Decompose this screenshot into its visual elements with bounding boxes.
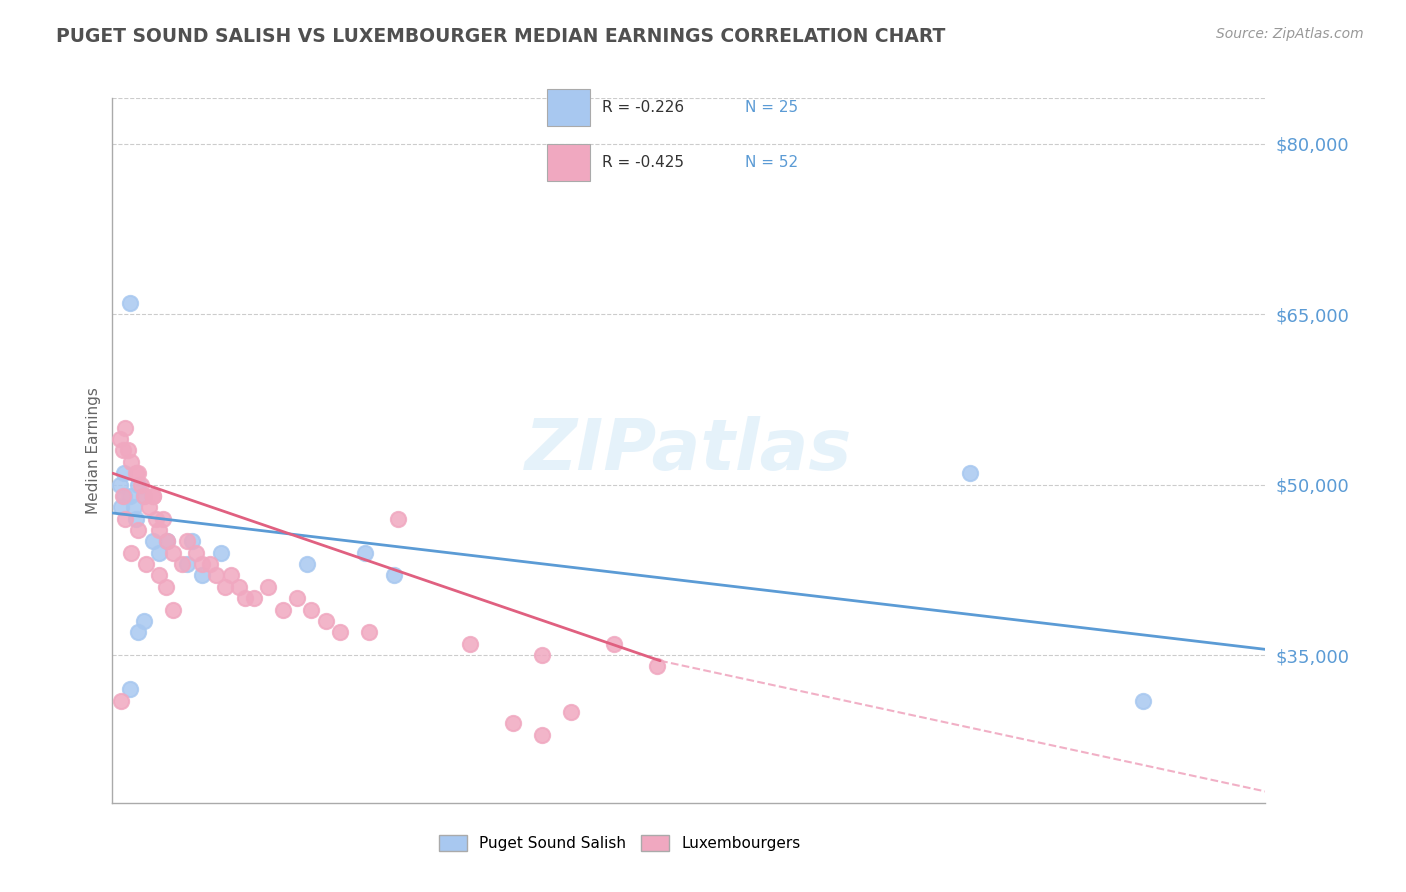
Point: [271, 602, 294, 616]
Point: [180, 534, 202, 549]
Point: [127, 466, 149, 480]
Point: [176, 557, 198, 571]
Point: [112, 489, 135, 503]
Point: [114, 511, 136, 525]
Point: [120, 455, 142, 469]
Point: [142, 489, 165, 503]
Text: N = 52: N = 52: [745, 155, 797, 170]
Point: [142, 534, 165, 549]
Point: [959, 466, 981, 480]
Point: [357, 625, 380, 640]
Point: [315, 614, 337, 628]
Point: [329, 625, 352, 640]
Text: Source: ZipAtlas.com: Source: ZipAtlas.com: [1216, 27, 1364, 41]
Point: [176, 534, 198, 549]
Point: [111, 489, 134, 503]
Point: [219, 568, 242, 582]
Point: [184, 546, 207, 560]
Point: [645, 659, 668, 673]
Point: [353, 546, 375, 560]
Point: [530, 648, 553, 662]
Point: [108, 432, 131, 446]
Point: [530, 728, 553, 742]
Point: [134, 489, 156, 503]
Point: [603, 637, 626, 651]
Point: [111, 443, 134, 458]
Point: [200, 557, 222, 571]
Point: [295, 557, 318, 571]
Point: [110, 693, 132, 707]
Point: [162, 602, 184, 616]
Point: [127, 523, 149, 537]
Point: [124, 466, 146, 480]
Point: [458, 637, 481, 651]
Point: [129, 477, 153, 491]
Point: [214, 580, 236, 594]
Text: R = -0.226: R = -0.226: [602, 100, 685, 115]
Bar: [547, 89, 591, 127]
Point: [134, 489, 156, 503]
Point: [257, 580, 280, 594]
Point: [127, 477, 149, 491]
Legend: Puget Sound Salish, Luxembourgers: Puget Sound Salish, Luxembourgers: [432, 827, 808, 859]
Point: [134, 614, 156, 628]
Point: [148, 568, 170, 582]
Point: [148, 523, 170, 537]
Point: [152, 511, 174, 525]
Point: [114, 421, 136, 435]
Y-axis label: Median Earnings: Median Earnings: [86, 387, 101, 514]
Bar: [547, 144, 591, 181]
Point: [205, 568, 228, 582]
Point: [110, 500, 132, 515]
Point: [233, 591, 256, 606]
Point: [560, 705, 582, 719]
Point: [387, 511, 409, 525]
Point: [142, 489, 165, 503]
Point: [228, 580, 250, 594]
Point: [138, 500, 160, 515]
Text: PUGET SOUND SALISH VS LUXEMBOURGER MEDIAN EARNINGS CORRELATION CHART: PUGET SOUND SALISH VS LUXEMBOURGER MEDIA…: [56, 27, 946, 45]
Point: [118, 682, 141, 697]
Point: [108, 477, 131, 491]
Point: [156, 534, 179, 549]
Point: [156, 534, 179, 549]
Point: [209, 546, 232, 560]
Point: [120, 546, 142, 560]
Point: [191, 568, 214, 582]
Point: [155, 580, 177, 594]
Point: [118, 489, 141, 503]
Point: [191, 557, 214, 571]
Point: [162, 546, 184, 560]
Point: [242, 591, 264, 606]
Point: [170, 557, 193, 571]
Point: [135, 557, 157, 571]
Point: [127, 625, 149, 640]
Point: [118, 295, 141, 310]
Text: N = 25: N = 25: [745, 100, 797, 115]
Text: ZIPatlas: ZIPatlas: [526, 416, 852, 485]
Point: [1132, 693, 1154, 707]
Point: [382, 568, 405, 582]
Text: R = -0.425: R = -0.425: [602, 155, 685, 170]
Point: [124, 511, 146, 525]
Point: [112, 466, 135, 480]
Point: [122, 500, 145, 515]
Point: [502, 716, 524, 731]
Point: [145, 511, 167, 525]
Point: [117, 443, 139, 458]
Point: [299, 602, 322, 616]
Point: [285, 591, 308, 606]
Point: [148, 546, 170, 560]
